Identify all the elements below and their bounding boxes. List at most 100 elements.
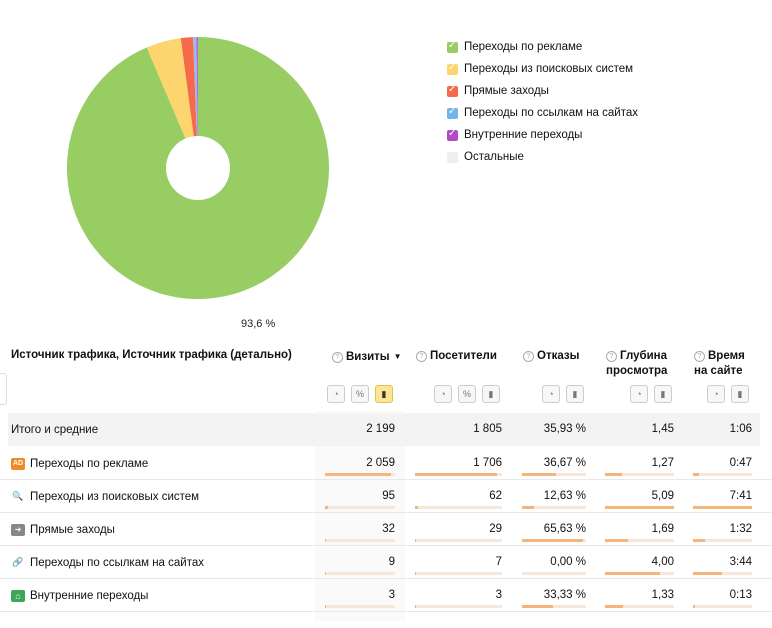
total-cell: 2 199 (366, 423, 395, 435)
row-cell: 1:32 (729, 523, 752, 535)
help-icon[interactable]: ? (332, 352, 343, 363)
row-label: Итого и средние (11, 423, 99, 436)
value-bar-track (325, 605, 395, 608)
value-bar (693, 506, 752, 509)
row-cell: 0:13 (729, 589, 752, 601)
legend-label: Переходы по ссылкам на сайтах (464, 107, 639, 119)
column-header-bounces[interactable]: ? Отказы (523, 349, 579, 364)
pie-slice-4[interactable] (196, 37, 198, 168)
table-header: Источник трафика, Источник трафика (дета… (0, 339, 772, 411)
help-icon[interactable]: ? (606, 351, 617, 362)
bar-view-toggle[interactable]: ▮ (566, 385, 584, 403)
row-label[interactable]: ➜ Прямые заходы (11, 513, 115, 546)
chart-legend: ✓ Переходы по рекламе ✓ Переходы из поис… (447, 36, 638, 168)
legend-label: Переходы по рекламе (464, 41, 583, 53)
value-bar-track (605, 506, 674, 509)
column-label: Отказы (537, 350, 580, 362)
pie-view-toggle[interactable]: ◔ (327, 385, 345, 403)
legend-item-ads[interactable]: ✓ Переходы по рекламе (447, 36, 638, 58)
legend-label: Переходы из поисковых систем (464, 63, 634, 75)
row-cell: 4,00 (651, 556, 674, 568)
sort-desc-icon: ▼ (393, 352, 402, 361)
legend-item-search[interactable]: ✓ Переходы из поисковых систем (447, 58, 638, 80)
legend-item-direct[interactable]: ✓ Прямые заходы (447, 80, 638, 102)
value-bar (605, 473, 623, 476)
row-cell: 2 059 (366, 457, 395, 469)
help-icon[interactable]: ? (523, 351, 534, 362)
legend-item-internal[interactable]: ✓ Внутренние переходы (447, 124, 638, 146)
percent-view-toggle[interactable]: % (458, 385, 476, 403)
row-cell: 0,00 % (550, 556, 586, 568)
legend-item-other[interactable]: Остальные (447, 146, 638, 168)
search-icon: 🔍 (12, 491, 24, 501)
value-bar (522, 605, 553, 608)
pie-view-toggle[interactable]: ◔ (630, 385, 648, 403)
table-row[interactable]: ⌂ Внутренние переходы 3 3 33,33 % 1,33 0:13 (0, 579, 772, 612)
pie-view-toggle[interactable]: ◔ (542, 385, 560, 403)
bar-view-toggle[interactable]: ▮ (375, 385, 393, 403)
legend-label: Остальные (464, 151, 524, 163)
report-table: Источник трафика, Источник трафика (дета… (0, 339, 772, 628)
total-cell: 35,93 % (543, 423, 586, 435)
bar-view-toggle[interactable]: ▮ (482, 385, 500, 403)
bar-view-toggle[interactable]: ▮ (731, 385, 749, 403)
scroll-handle[interactable] (0, 373, 7, 405)
value-bar (325, 539, 327, 542)
bar-view-toggle[interactable]: ▮ (654, 385, 672, 403)
value-bar-track (325, 473, 395, 476)
column-header-depth[interactable]: ? Глубина просмотра (606, 349, 686, 379)
row-label[interactable]: 🔍 Переходы из поисковых систем (11, 480, 199, 513)
pie-view-toggle[interactable]: ◔ (707, 385, 725, 403)
pie-slice-3[interactable] (193, 37, 198, 168)
value-bar-track (325, 506, 395, 509)
dimension-header[interactable]: Источник трафика, Источник трафика (дета… (11, 349, 292, 361)
table-row[interactable]: 🔍 Переходы из поисковых систем 95 62 12,63 %… (0, 480, 772, 513)
value-bar (605, 506, 674, 509)
value-bar-track (522, 572, 586, 575)
value-bar (693, 572, 722, 575)
legend-checkbox[interactable]: ✓ (447, 105, 458, 119)
value-bar-track (415, 539, 502, 542)
pie-slice-1[interactable] (146, 38, 198, 168)
value-bar-track (522, 473, 586, 476)
traffic-pie-chart (67, 37, 330, 299)
pie-slice-2[interactable] (180, 37, 198, 168)
row-label[interactable]: AD Переходы по рекламе (11, 447, 148, 480)
column-label: Глубина просмотра (606, 350, 668, 377)
row-label[interactable]: ⌂ Внутренние переходы (11, 579, 148, 612)
legend-item-links[interactable]: ✓ Переходы по ссылкам на сайтах (447, 102, 638, 124)
legend-checkbox[interactable]: ✓ (447, 61, 458, 75)
row-cell: 7 (495, 556, 502, 568)
column-header-visits[interactable]: ? Визиты ▼ (332, 349, 402, 365)
value-bar (693, 605, 695, 608)
help-icon[interactable]: ? (694, 351, 705, 362)
column-header-time[interactable]: ? Время на сайте (694, 349, 754, 379)
value-bar (522, 506, 534, 509)
row-cell: 95 (382, 490, 395, 502)
column-header-visitors[interactable]: ? Посетители (416, 349, 497, 364)
row-cell: 1,27 (651, 457, 674, 469)
legend-checkbox[interactable]: ✓ (447, 39, 458, 53)
row-cell: 0:47 (729, 457, 752, 469)
pie-slice-label: 93,6 % (241, 318, 276, 330)
table-row[interactable]: ➜ Прямые заходы 32 29 65,63 % 1,69 1:32 (0, 513, 772, 546)
help-icon[interactable]: ? (416, 351, 427, 362)
percent-view-toggle[interactable]: % (351, 385, 369, 403)
value-bar-track (415, 572, 502, 575)
value-bar-track (693, 539, 752, 542)
row-cell: 1 706 (473, 457, 502, 469)
row-label[interactable]: 🔗 Переходы по ссылкам на сайтах (11, 546, 204, 579)
table-row[interactable]: 🔗 Переходы по ссылкам на сайтах 9 7 0,00 % 4,… (0, 546, 772, 579)
legend-checkbox[interactable] (447, 151, 458, 163)
value-bar (605, 605, 623, 608)
pie-view-toggle[interactable]: ◔ (434, 385, 452, 403)
legend-checkbox[interactable]: ✓ (447, 83, 458, 97)
table-row[interactable]: AD Переходы по рекламе 2 059 1 706 36,67 % 1,… (0, 447, 772, 480)
row-cell: 32 (382, 523, 395, 535)
row-cell: 7:41 (729, 490, 752, 502)
total-cell: 1 805 (473, 423, 502, 435)
legend-label: Внутренние переходы (464, 129, 583, 141)
column-label: Время на сайте (694, 350, 745, 377)
value-bar-track (415, 506, 502, 509)
legend-checkbox[interactable]: ✓ (447, 127, 458, 141)
